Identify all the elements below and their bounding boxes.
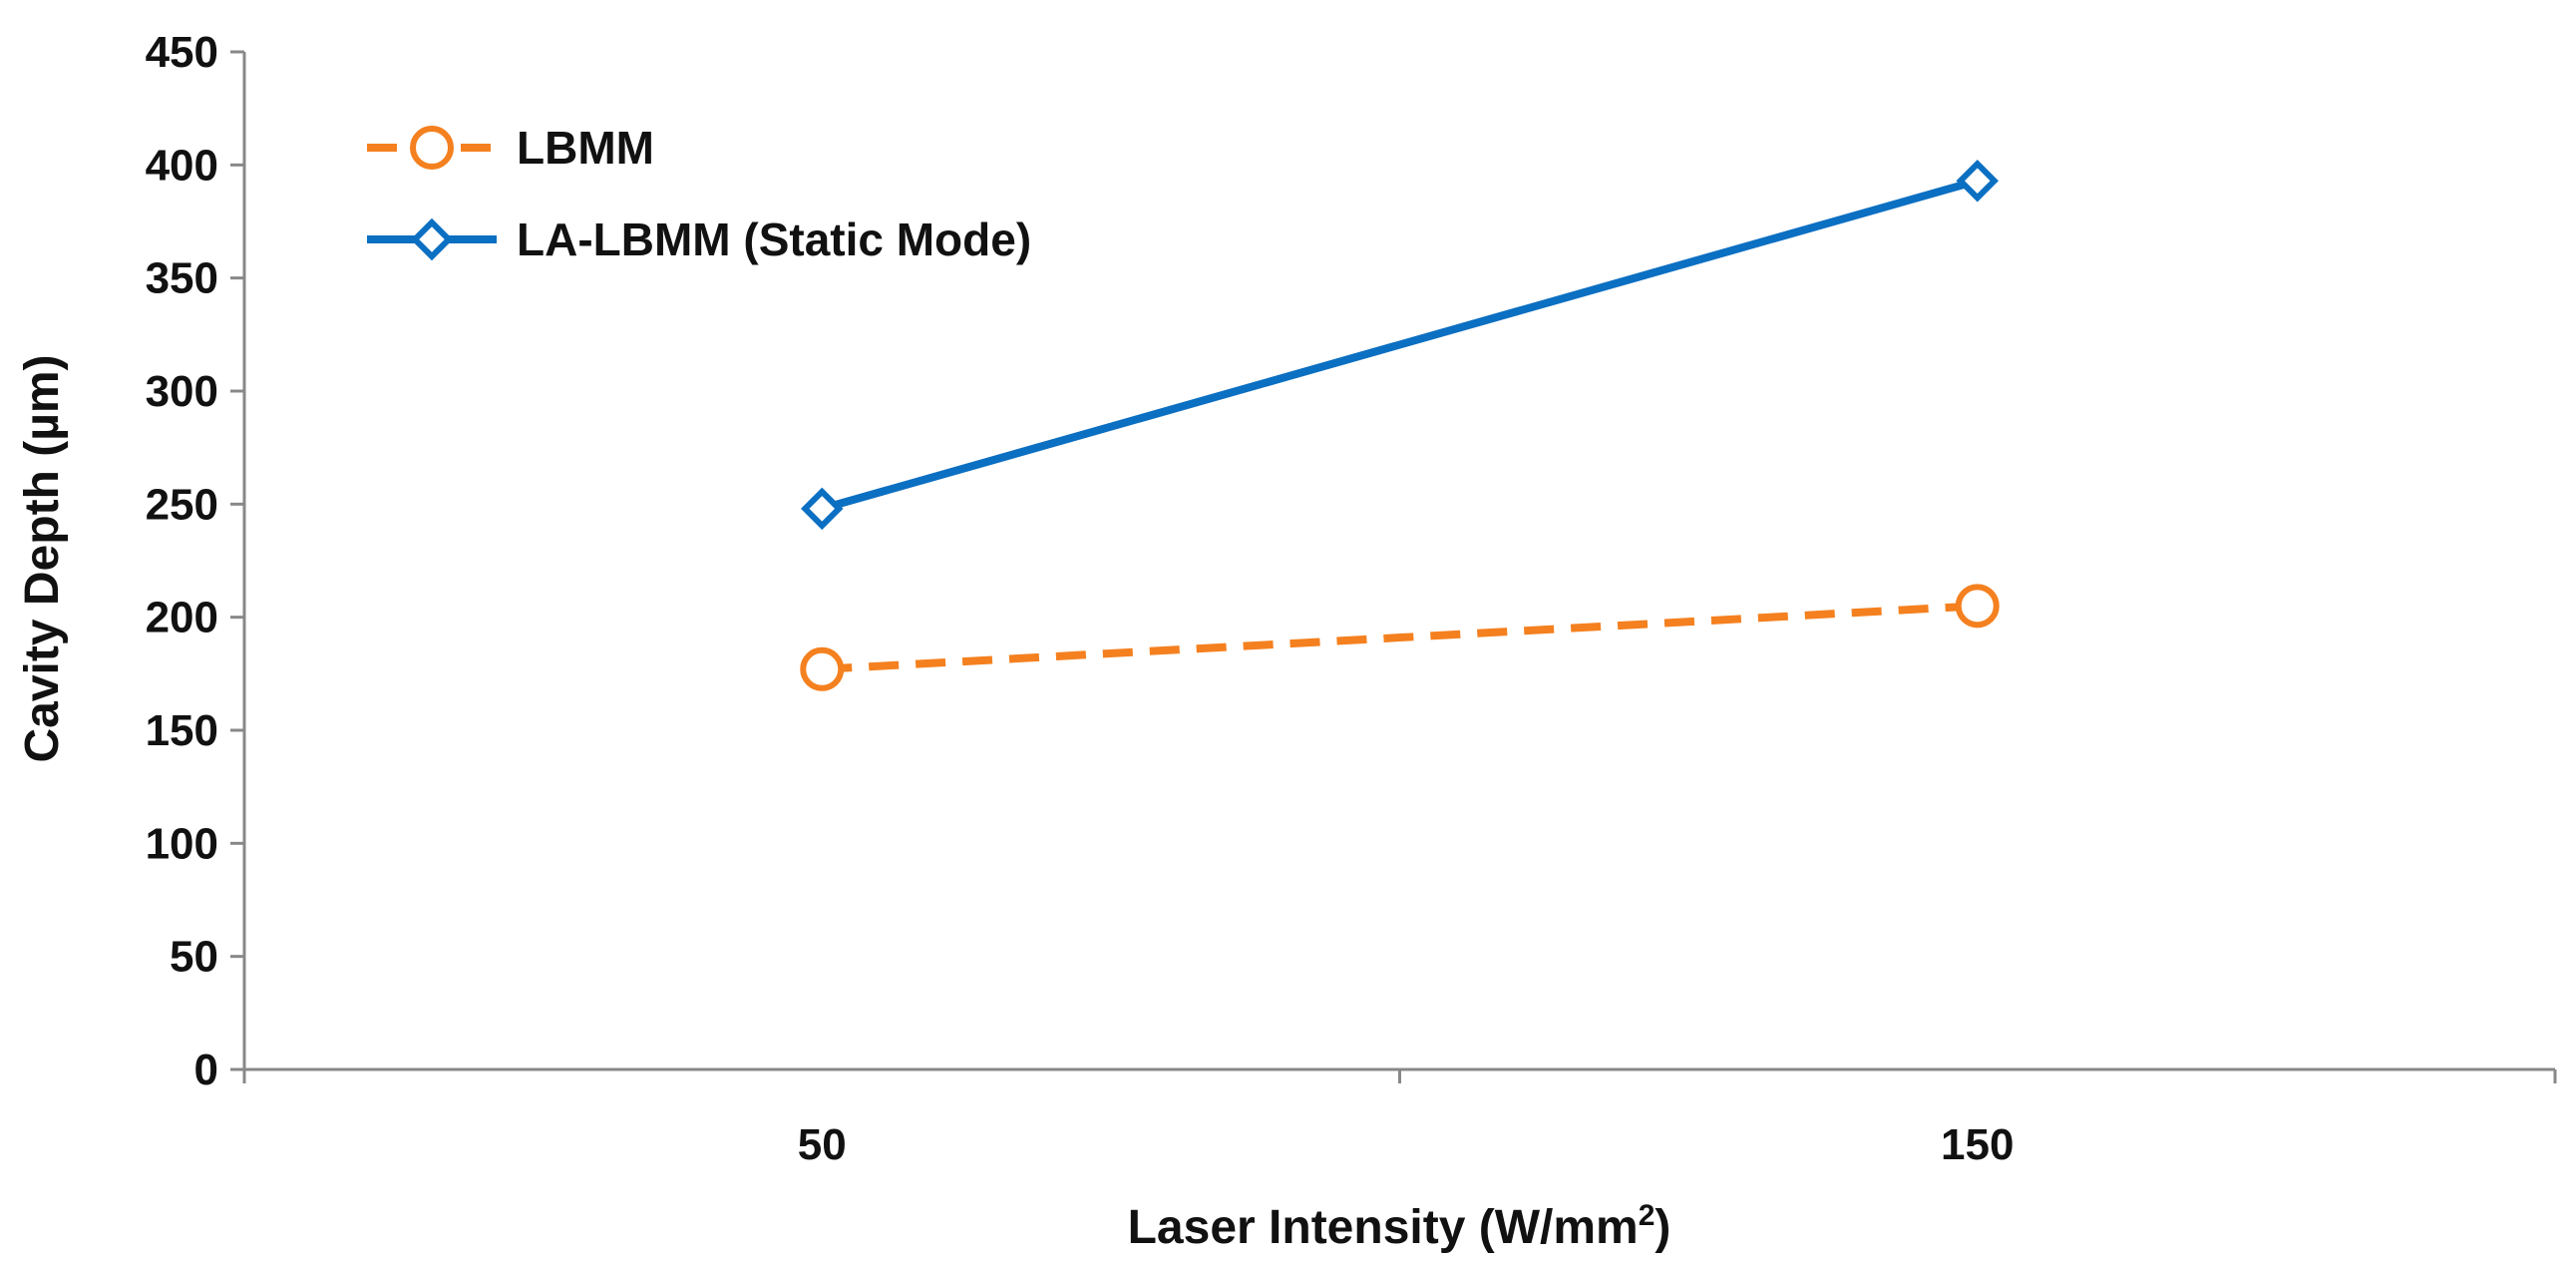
y-tick-label: 150 (146, 706, 218, 755)
y-tick-label: 0 (194, 1046, 218, 1094)
x-tick-label: 150 (1941, 1120, 2014, 1169)
x-axis-title-superscript: 2 (1639, 1199, 1656, 1232)
legend-marker-2 (410, 217, 454, 261)
y-tick-label: 400 (146, 141, 218, 190)
legend: LBMM LA-LBMM (Static Mode) (367, 122, 1031, 265)
x-axis-title-close: ) (1655, 1201, 1670, 1254)
y-axis-ticks: 0 50 100 150 200 250 300 350 400 450 (146, 28, 244, 1094)
series-line-1 (822, 602, 1978, 673)
series-layer (800, 159, 2000, 691)
y-tick-label: 350 (146, 254, 218, 303)
series-line-2 (821, 177, 1979, 513)
y-axis-title: Cavity Depth (µm) (16, 354, 69, 762)
y-tick-label: 100 (146, 819, 218, 868)
data-point-series-1 (800, 646, 845, 691)
x-axis-ticks: 50 150 (242, 1069, 2557, 1169)
data-point-series-2 (801, 487, 844, 531)
data-point-series-2 (1956, 159, 1999, 203)
y-tick-label: 200 (146, 594, 218, 642)
y-tick-label: 300 (146, 367, 218, 416)
x-axis-title: Laser Intensity (W/mm2) (1128, 1199, 1671, 1254)
legend-label-2: LA-LBMM (Static Mode) (517, 213, 1031, 265)
x-tick-label: 50 (798, 1120, 847, 1169)
legend-label-1: LBMM (517, 122, 654, 174)
legend-marker-1 (410, 126, 454, 170)
data-point-series-1 (1955, 584, 2000, 629)
y-tick-label: 450 (146, 28, 218, 77)
y-tick-label: 250 (146, 480, 218, 529)
x-axis-title-text: Laser Intensity (W/mm (1128, 1201, 1639, 1254)
y-tick-label: 50 (170, 933, 218, 982)
